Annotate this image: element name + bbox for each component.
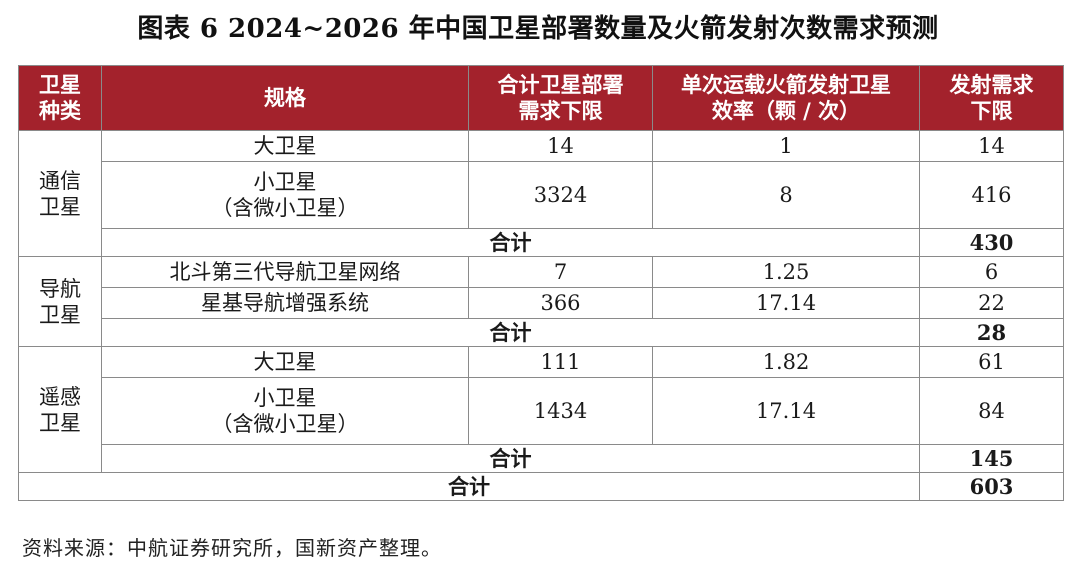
sats-cell: 366 <box>468 287 653 319</box>
table-row: 遥感 卫星 大卫星 111 1.82 61 <box>18 346 1064 473</box>
header-type-line2: 种类 <box>39 98 81 123</box>
table-row: 通信 卫星 大卫星 14 1 14 <box>18 130 1064 257</box>
subtotal-value: 430 <box>919 228 1064 257</box>
type-line2: 卫星 <box>39 410 81 435</box>
spec-line2: （含微小卫星） <box>211 196 359 220</box>
spec-cell: 星基导航增强系统 <box>101 287 469 319</box>
source-note: 资料来源：中航证券研究所，国新资产整理。 <box>22 536 442 560</box>
eff-cell: 8 <box>652 161 920 229</box>
eff-cell: 1 <box>652 130 920 162</box>
header-efficiency-line2: 效率（颗 / 次） <box>711 98 861 123</box>
header-type-line1: 卫星 <box>39 72 81 97</box>
table-row: 小卫星 （含微小卫星） 3324 8 416 <box>19 161 1064 229</box>
sats-cell: 3324 <box>468 161 653 229</box>
header-launch-line2: 下限 <box>970 98 1013 123</box>
header-launch-line1: 发射需求 <box>949 72 1034 97</box>
type-line2: 卫星 <box>39 194 81 219</box>
subtotal-row: 合计 145 <box>19 444 1064 473</box>
eff-cell: 17.14 <box>652 287 920 319</box>
grand-total-value: 603 <box>919 472 1064 501</box>
header-sat-demand-line1: 合计卫星部署 <box>497 72 624 97</box>
eff-cell: 1.25 <box>652 256 920 288</box>
type-line1: 遥感 <box>39 384 81 409</box>
spec-cell: 北斗第三代导航卫星网络 <box>101 256 469 288</box>
grand-total-label: 合计 <box>18 472 920 501</box>
launch-cell: 22 <box>919 287 1064 319</box>
figure-title: 图表 6 2024~2026 年中国卫星部署数量及火箭发射次数需求预测 <box>137 14 939 44</box>
sats-cell: 7 <box>468 256 653 288</box>
type-cell-communication: 通信 卫星 <box>18 130 102 257</box>
sats-cell: 14 <box>468 130 653 162</box>
type-cell-remote-sensing: 遥感 卫星 <box>18 346 102 473</box>
header-launch-demand: 发射需求 下限 <box>919 65 1064 131</box>
header-type: 卫星 种类 <box>18 65 102 131</box>
launch-cell: 416 <box>919 161 1064 229</box>
grand-total-row: 合计 603 <box>18 472 1064 501</box>
subtotal-label: 合计 <box>101 318 920 347</box>
header-sat-demand-line2: 需求下限 <box>518 98 603 123</box>
launch-cell: 14 <box>919 130 1064 162</box>
table-row: 导航 卫星 北斗第三代导航卫星网络 7 1.25 6 <box>18 256 1064 347</box>
type-cell-navigation: 导航 卫星 <box>18 256 102 347</box>
spec-line2: （含微小卫星） <box>211 412 359 436</box>
sats-cell: 1434 <box>468 377 653 445</box>
launch-cell: 6 <box>919 256 1064 288</box>
subtotal-label: 合计 <box>101 444 920 473</box>
spec-cell: 大卫星 <box>101 346 469 378</box>
eff-cell: 17.14 <box>652 377 920 445</box>
type-line2: 卫星 <box>39 302 81 327</box>
spec-line1: 小卫星 <box>253 386 317 410</box>
header-efficiency-line1: 单次运载火箭发射卫星 <box>681 72 891 97</box>
spec-cell: 小卫星 （含微小卫星） <box>101 161 469 229</box>
header-sat-demand: 合计卫星部署 需求下限 <box>468 65 653 131</box>
subtotal-value: 145 <box>919 444 1064 473</box>
subtotal-value: 28 <box>919 318 1064 347</box>
table-row: 星基导航增强系统 366 17.14 22 <box>19 287 1064 319</box>
satellite-demand-table: 卫星 种类 规格 合计卫星部署 需求下限 单次运载火箭发射卫星 效率（颗 / 次） 发… <box>18 65 1064 501</box>
subtotal-row: 合计 28 <box>19 318 1064 347</box>
launch-cell: 61 <box>919 346 1064 378</box>
spec-cell: 大卫星 <box>101 130 469 162</box>
spec-line1: 小卫星 <box>253 170 317 194</box>
type-line1: 通信 <box>39 168 81 193</box>
table-row: 小卫星 （含微小卫星） 1434 17.14 84 <box>19 377 1064 445</box>
subtotal-label: 合计 <box>101 228 920 257</box>
header-efficiency: 单次运载火箭发射卫星 效率（颗 / 次） <box>652 65 920 131</box>
type-line1: 导航 <box>39 276 81 301</box>
eff-cell: 1.82 <box>652 346 920 378</box>
header-spec: 规格 <box>101 65 469 131</box>
sats-cell: 111 <box>468 346 653 378</box>
subtotal-row: 合计 430 <box>19 228 1064 257</box>
spec-cell: 小卫星 （含微小卫星） <box>101 377 469 445</box>
launch-cell: 84 <box>919 377 1064 445</box>
header-row: 卫星 种类 规格 合计卫星部署 需求下限 单次运载火箭发射卫星 效率（颗 / 次） 发… <box>18 65 1064 131</box>
